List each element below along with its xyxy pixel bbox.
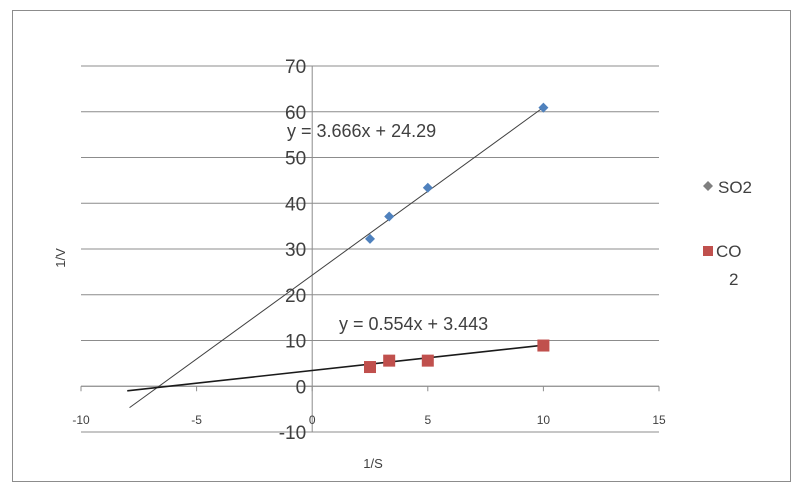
x-axis-title: 1/S xyxy=(363,456,383,471)
y-tick-label: 70 xyxy=(285,57,306,78)
trendline-so2 xyxy=(129,106,544,409)
data-point-co2 xyxy=(364,361,376,374)
chart-frame: -10 0 10 20 30 40 50 60 70 -10 -5 0 5 10 15 1/S 1/V y … xyxy=(12,10,791,482)
data-point-co2 xyxy=(537,339,550,352)
trendline-co2 xyxy=(127,344,544,392)
trend-layer xyxy=(127,106,544,409)
x-tick-label: -10 xyxy=(72,413,90,427)
co2-trendline-equation: y = 0.554x + 3.443 xyxy=(339,314,488,334)
points-layer xyxy=(364,102,550,374)
data-point-so2 xyxy=(384,211,395,222)
so2-trendline-equation: y = 3.666x + 24.29 xyxy=(287,121,436,141)
label-layer: 1/S 1/V y = 3.666x + 24.29 y = 0.554x + … xyxy=(53,121,488,471)
data-point-so2 xyxy=(365,233,375,244)
y-tick-label: 0 xyxy=(296,377,307,398)
x-tick-label: 15 xyxy=(652,413,666,427)
y-tick-label: -10 xyxy=(279,423,306,444)
y-tick-label: 10 xyxy=(285,332,306,353)
y-tick-label: 40 xyxy=(285,194,306,215)
x-tick-label: 10 xyxy=(537,413,551,427)
legend: SO2 CO 2 xyxy=(703,178,752,289)
legend-label-co2-line2: 2 xyxy=(729,270,738,289)
y-tick-label: 60 xyxy=(285,103,306,124)
y-tick-label: 20 xyxy=(285,286,306,307)
y-tick-label: 50 xyxy=(285,149,306,170)
legend-item-co2: CO 2 xyxy=(703,242,742,289)
data-point-co2 xyxy=(383,354,396,367)
legend-marker-so2 xyxy=(703,181,713,191)
legend-marker-co2 xyxy=(703,246,713,256)
data-point-co2 xyxy=(421,354,434,367)
data-point-so2 xyxy=(422,182,433,193)
x-tick-label: -5 xyxy=(191,413,202,427)
x-tick-label: 0 xyxy=(309,413,316,427)
x-tick-label: 5 xyxy=(424,413,431,427)
legend-label-co2-line1: CO xyxy=(716,242,742,261)
y-axis-title: 1/V xyxy=(53,248,68,268)
y-tick-label: 30 xyxy=(285,240,306,261)
legend-item-so2: SO2 xyxy=(703,178,752,197)
legend-label-so2: SO2 xyxy=(718,178,752,197)
data-point-so2 xyxy=(538,102,549,113)
